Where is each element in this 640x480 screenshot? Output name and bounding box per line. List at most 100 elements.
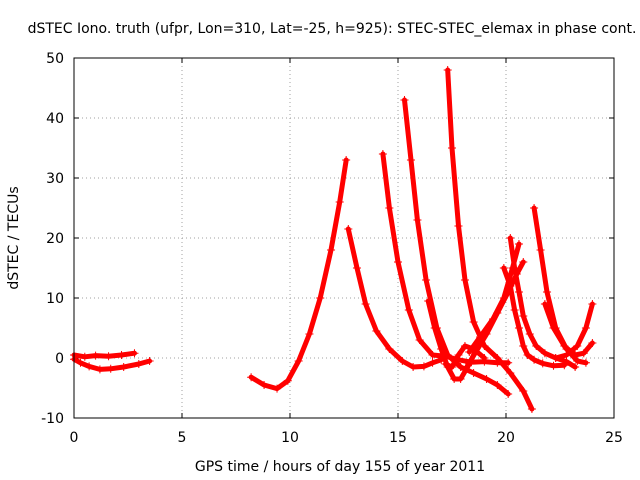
data-point <box>499 264 508 272</box>
grid <box>74 58 614 418</box>
data-point <box>571 363 580 371</box>
data-point <box>428 358 437 367</box>
series-16 <box>441 342 489 371</box>
series-5 <box>378 150 513 367</box>
data-point <box>95 365 104 374</box>
data-point <box>454 222 463 230</box>
data-point <box>581 324 590 332</box>
data-point <box>441 360 450 368</box>
data-point <box>523 351 532 359</box>
data-point <box>530 355 539 364</box>
data-point <box>305 330 314 338</box>
series-10 <box>499 264 569 370</box>
series-11 <box>506 234 580 371</box>
data-point <box>543 288 552 296</box>
data-point <box>394 258 402 266</box>
data-point <box>422 276 431 284</box>
series-trace <box>402 97 511 397</box>
data-point <box>469 345 478 353</box>
data-point <box>506 369 515 377</box>
data-point <box>504 358 513 367</box>
data-point <box>573 342 582 350</box>
data-point <box>540 349 549 358</box>
data-point <box>480 354 489 362</box>
data-point <box>536 246 545 254</box>
data-point <box>342 156 351 164</box>
data-point <box>119 363 128 371</box>
data-point <box>588 339 597 347</box>
data-point <box>460 276 469 284</box>
y-axis-label: dSTEC / TECUs <box>6 186 22 289</box>
data-point <box>316 294 325 302</box>
y-tick-label: 40 <box>46 111 64 127</box>
data-point <box>104 352 113 361</box>
data-point <box>85 362 94 371</box>
data-point <box>514 288 523 296</box>
y-tick-label: -10 <box>41 411 64 427</box>
data-point <box>409 363 418 371</box>
data-point <box>549 324 558 332</box>
data-point <box>80 352 89 361</box>
data-point <box>460 342 469 350</box>
data-point <box>76 358 85 367</box>
data-point <box>460 366 469 374</box>
x-tick-label: 5 <box>178 430 187 446</box>
data-layer <box>70 66 597 413</box>
data-point <box>504 390 513 398</box>
series-trace <box>248 157 349 392</box>
data-point <box>454 351 463 359</box>
data-point <box>352 264 361 272</box>
data-point <box>469 318 478 326</box>
x-tick-label: 10 <box>281 430 299 446</box>
data-point <box>415 336 424 344</box>
data-point <box>506 234 515 242</box>
data-point <box>499 294 508 302</box>
data-point <box>91 351 100 360</box>
data-point <box>448 363 456 371</box>
data-point <box>579 349 588 358</box>
data-point <box>519 342 528 350</box>
data-point <box>525 330 534 338</box>
data-point <box>283 376 292 385</box>
data-point <box>527 405 536 413</box>
y-tick-label: 0 <box>55 351 64 367</box>
data-point <box>519 312 528 320</box>
data-point <box>400 96 409 104</box>
y-tick-label: 50 <box>46 51 64 67</box>
data-point <box>538 359 547 368</box>
x-tick-label: 15 <box>389 430 407 446</box>
data-point <box>540 300 549 308</box>
data-point <box>510 306 519 314</box>
data-point <box>430 324 439 332</box>
data-point <box>398 357 407 365</box>
data-point <box>404 306 413 314</box>
data-point <box>456 375 465 383</box>
data-point <box>247 373 256 382</box>
data-point <box>361 300 370 308</box>
data-point <box>294 357 303 365</box>
data-point <box>372 327 381 335</box>
y-tick-label: 10 <box>46 291 64 307</box>
data-point <box>469 369 478 377</box>
y-tick-label: 20 <box>46 231 64 247</box>
data-point <box>514 324 523 332</box>
data-point <box>519 387 528 395</box>
data-point <box>573 357 582 365</box>
data-point <box>443 66 452 74</box>
series-trace <box>466 241 522 355</box>
data-point <box>508 264 517 272</box>
series-trace <box>445 67 535 412</box>
x-tick-label: 25 <box>605 430 623 446</box>
data-point <box>260 381 269 389</box>
axes-ticks: 0 5 10 15 20 25 -10 0 10 20 30 40 50 <box>41 51 623 446</box>
data-point <box>335 198 344 206</box>
data-point <box>413 216 422 224</box>
data-point <box>581 358 590 367</box>
data-point <box>519 258 528 266</box>
data-point <box>344 225 353 233</box>
data-point <box>424 297 433 305</box>
series-trace <box>501 265 567 369</box>
series-trace <box>345 226 444 370</box>
data-point <box>419 362 428 371</box>
data-point <box>493 381 502 389</box>
